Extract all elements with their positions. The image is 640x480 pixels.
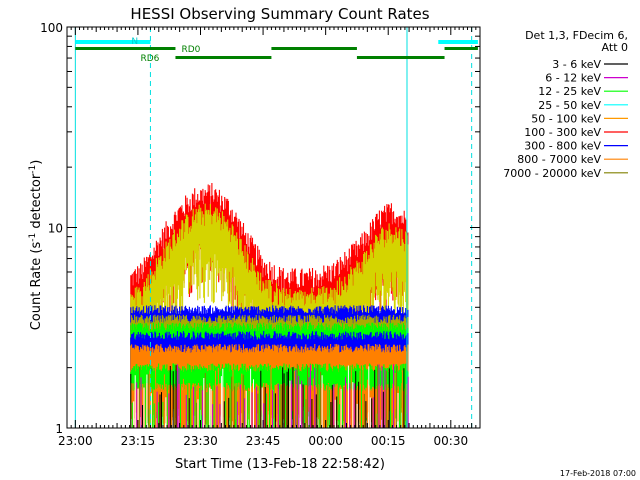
legend-label-7: 800 - 7000 keV — [517, 153, 601, 166]
spike-trace-0 — [130, 365, 405, 428]
saa-bar-0 — [75, 40, 151, 44]
legend-label-1: 6 - 12 keV — [545, 72, 601, 85]
attenuator-bar-label-0: RD0 — [181, 45, 200, 55]
x-tick-label-4: 00:00 — [308, 434, 343, 448]
y-tick-label-1: 10 — [48, 222, 63, 236]
saa-bar-label-0: N — [131, 37, 138, 47]
chart-title: HESSI Observing Summary Count Rates — [130, 5, 429, 23]
spike-trace-3 — [136, 364, 409, 428]
attenuator-bar-4 — [444, 47, 478, 50]
attenuator-bar-3 — [356, 56, 445, 59]
saa-bar-1 — [438, 40, 478, 44]
attenuator-bar-1 — [175, 56, 272, 59]
spike-trace-5 — [149, 366, 403, 428]
plot-area: N RD0 RD6 — [66, 26, 481, 429]
attenuator-bar-2 — [271, 47, 357, 50]
legend-header-line-2: Att 0 — [602, 41, 628, 54]
legend-header-line-1: Det 1,3, FDecim 6, — [525, 29, 628, 42]
attenuator-bar-0 — [75, 47, 176, 50]
legend-label-6: 300 - 800 keV — [524, 140, 601, 153]
legend-label-2: 12 - 25 keV — [538, 85, 601, 98]
y-tick-label-0: 1 — [55, 422, 63, 436]
x-tick-label-3: 23:45 — [246, 434, 281, 448]
footer-date: 17-Feb-2018 07:00 — [560, 469, 636, 478]
x-tick-label-2: 23:30 — [183, 434, 218, 448]
y-tick-label-2: 100 — [40, 21, 63, 35]
x-tick-label-5: 00:15 — [371, 434, 406, 448]
spike-trace-4 — [139, 363, 398, 428]
spike-trace-1 — [131, 363, 406, 428]
x-tick-label-1: 23:15 — [121, 434, 156, 448]
x-axis-ticks: 23:00 23:15 23:30 23:45 00:00 00:15 00:30 — [58, 27, 477, 448]
legend-label-4: 50 - 100 keV — [531, 112, 601, 125]
spike-trace-2 — [133, 365, 399, 428]
legend-label-5: 100 - 300 keV — [524, 126, 601, 139]
attenuator-bar-label-1: RD6 — [140, 54, 159, 64]
legend-label-3: 25 - 50 keV — [538, 99, 601, 112]
y-axis-label: Count Rate (s-1 detector-1) — [28, 160, 44, 331]
x-tick-label-0: 23:00 — [58, 434, 93, 448]
legend-label-8: 7000 - 20000 keV — [503, 167, 601, 180]
legend-label-0: 3 - 6 keV — [552, 58, 601, 71]
x-tick-label-6: 00:30 — [434, 434, 469, 448]
x-axis-label: Start Time (13-Feb-18 22:58:42) — [175, 457, 385, 472]
y-axis-ticks: 1 10 100 — [40, 21, 480, 436]
